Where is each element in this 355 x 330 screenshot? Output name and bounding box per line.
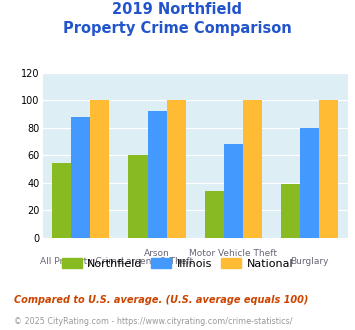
Text: 2019 Northfield: 2019 Northfield — [113, 2, 242, 16]
Bar — [52, 163, 71, 238]
Text: Property Crime Comparison: Property Crime Comparison — [63, 21, 292, 36]
Bar — [205, 191, 224, 238]
Text: Arson: Arson — [144, 248, 170, 258]
Text: All Property Crime: All Property Crime — [39, 257, 122, 266]
Bar — [281, 184, 300, 238]
Text: Motor Vehicle Theft: Motor Vehicle Theft — [190, 248, 277, 258]
Bar — [319, 100, 338, 238]
Bar — [224, 144, 243, 238]
Bar — [148, 111, 166, 238]
Bar — [243, 100, 262, 238]
Bar — [90, 100, 109, 238]
Text: Larceny & Theft: Larceny & Theft — [121, 257, 193, 266]
Legend: Northfield, Illinois, National: Northfield, Illinois, National — [57, 253, 298, 273]
Text: Compared to U.S. average. (U.S. average equals 100): Compared to U.S. average. (U.S. average … — [14, 295, 308, 305]
Bar — [166, 100, 186, 238]
Bar — [71, 116, 90, 238]
Text: Burglary: Burglary — [290, 257, 329, 266]
Bar — [300, 128, 319, 238]
Bar — [129, 155, 148, 238]
Text: © 2025 CityRating.com - https://www.cityrating.com/crime-statistics/: © 2025 CityRating.com - https://www.city… — [14, 317, 293, 326]
